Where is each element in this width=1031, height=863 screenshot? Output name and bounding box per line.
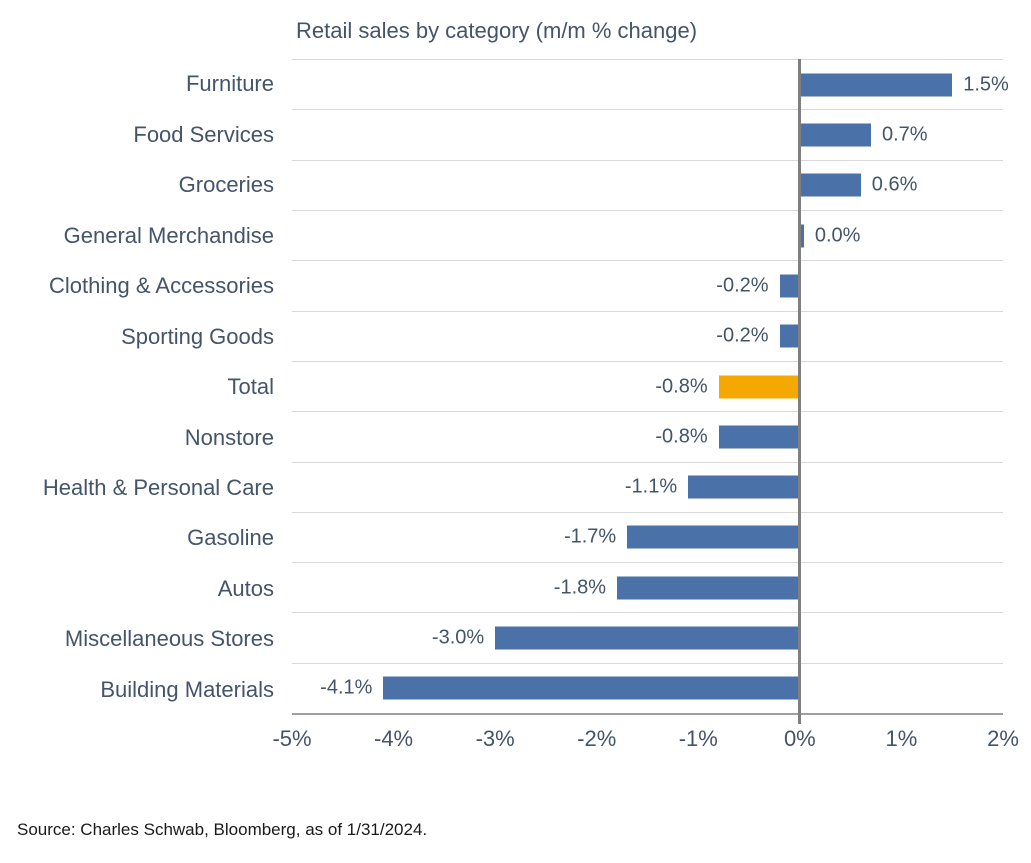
bar-value-label: -0.2% xyxy=(716,324,769,347)
chart-row: -1.1% xyxy=(292,461,1003,512)
chart-row: 0.7% xyxy=(292,109,1003,159)
bar-value-label: -0.2% xyxy=(716,274,769,297)
category-label: Building Materials xyxy=(100,676,274,702)
chart-row: -4.1% xyxy=(292,662,1003,713)
bar-value-label: -0.8% xyxy=(655,375,708,398)
bar xyxy=(383,676,800,700)
plot-area: 1.5% 0.7% 0.6% 0.0% -0.2% -0.2% -0.8% -0… xyxy=(292,59,1009,724)
bar xyxy=(799,173,861,197)
x-axis: -5% -4% -3% -2% -1% 0% 1% 2% xyxy=(272,726,1018,756)
chart-row: 1.5% xyxy=(292,59,1009,109)
bar-value-label: 0.7% xyxy=(881,123,928,146)
x-tick-label: 1% xyxy=(885,726,918,751)
category-label: Food Services xyxy=(133,121,274,147)
x-tick-label: 2% xyxy=(987,726,1019,751)
bar-value-label: -1.7% xyxy=(563,525,617,548)
category-label: Health & Personal Care xyxy=(42,474,274,500)
category-label: Total xyxy=(227,374,274,400)
chart-row: -0.2% xyxy=(292,310,1003,361)
x-tick-label: -3% xyxy=(475,726,515,751)
chart-row: -0.2% xyxy=(292,260,1003,310)
bar-value-label: 0.6% xyxy=(871,173,918,196)
zero-axis-line xyxy=(798,59,802,724)
x-tick-label: -5% xyxy=(272,726,312,751)
category-label: Nonstore xyxy=(184,424,274,450)
bar xyxy=(799,123,871,147)
category-label: Miscellaneous Stores xyxy=(64,626,274,652)
chart-row: -0.8% xyxy=(292,411,1003,461)
category-label: Sporting Goods xyxy=(121,323,274,349)
x-tick-label: -4% xyxy=(374,726,414,751)
chart-row: 0.0% xyxy=(292,209,1003,260)
category-axis: Furniture Food Services Groceries Genera… xyxy=(0,59,274,715)
bar xyxy=(779,324,800,348)
bar-value-label: -1.1% xyxy=(624,475,678,498)
source-note: Source: Charles Schwab, Bloomberg, as of… xyxy=(17,820,428,839)
bar-value-label: 1.5% xyxy=(963,73,1009,96)
chart-row: -1.8% xyxy=(292,562,1003,612)
chart-row: -0.8% xyxy=(292,360,1003,411)
category-label: Autos xyxy=(217,575,274,601)
x-tick-label: 0% xyxy=(783,726,816,751)
category-label: Gasoline xyxy=(187,525,274,551)
x-tick-label: -1% xyxy=(678,726,718,751)
x-tick-label: -2% xyxy=(577,726,617,751)
bar xyxy=(718,425,800,449)
bar xyxy=(779,274,800,298)
bar xyxy=(799,73,953,97)
category-label: Groceries xyxy=(178,172,274,198)
category-label: Furniture xyxy=(185,71,274,97)
chart-title: Retail sales by category (m/m % change) xyxy=(296,18,698,43)
bar xyxy=(617,576,800,600)
bar-value-label: -0.8% xyxy=(655,425,708,448)
chart-row: 0.6% xyxy=(292,159,1003,210)
bar xyxy=(688,475,800,499)
bar xyxy=(718,375,800,399)
category-label: Clothing & Accessories xyxy=(49,273,274,299)
category-label: General Merchandise xyxy=(63,222,274,248)
bar xyxy=(799,224,804,248)
bar-value-label: 0.0% xyxy=(814,224,861,247)
bar-value-label: -3.0% xyxy=(431,626,485,649)
bar xyxy=(495,626,800,650)
bar xyxy=(627,525,800,549)
bar-value-label: -4.1% xyxy=(320,676,373,699)
chart-row: -1.7% xyxy=(292,511,1003,562)
chart-row: -3.0% xyxy=(292,612,1003,662)
bar-value-label: -1.8% xyxy=(553,576,607,599)
